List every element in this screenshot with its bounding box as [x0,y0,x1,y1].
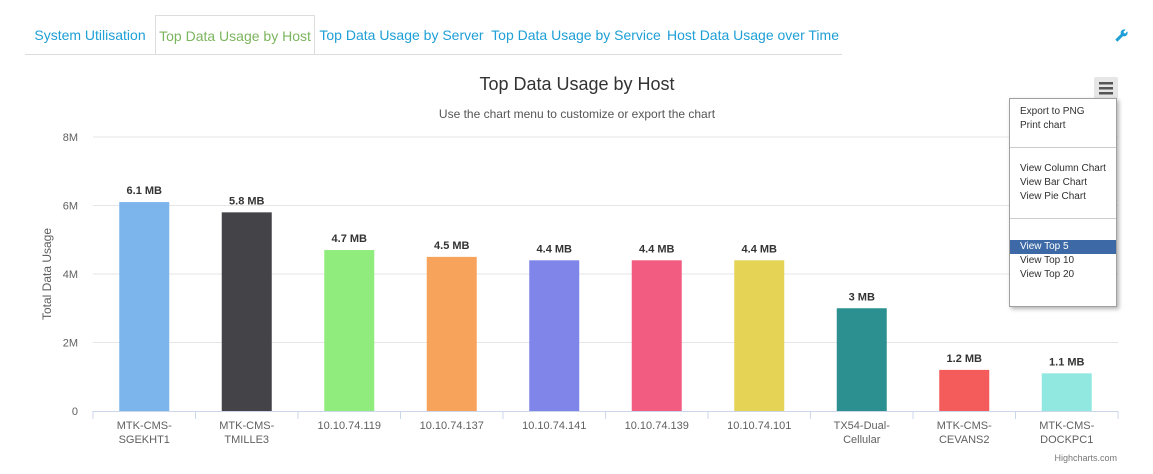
bar [426,256,477,411]
y-tick-label: 2M [63,338,78,350]
bar [221,212,272,411]
data-label: 4.4 MB [742,243,778,255]
x-tick-label: 10.10.74.101 [727,420,792,432]
bar [734,260,785,411]
data-label: 1.1 MB [1049,356,1085,368]
chart-title: Top Data Usage by Host [479,74,674,94]
x-tick-label: TX54-Dual-Cellular [833,420,890,446]
x-tick-label: MTK-CMS-TMILLE3 [219,420,275,446]
bar [836,308,887,411]
chart-subtitle: Use the chart menu to customize or expor… [439,107,716,121]
menu-separator [1010,218,1116,219]
menu-item[interactable]: View Bar Chart [1020,177,1088,188]
bar [939,369,990,411]
menu-item[interactable]: View Column Chart [1020,163,1106,174]
credits[interactable]: Highcharts.com [1054,453,1117,463]
data-label: 4.4 MB [639,243,675,255]
x-tick-label: MTK-CMS-DOCKPC1 [1039,420,1095,446]
menu-item[interactable]: Export to PNG [1020,106,1085,117]
menu-item-highlighted[interactable]: View Top 5 [1010,240,1116,254]
tab[interactable]: Host Data Usage over Time [667,27,839,43]
y-tick-label: 8M [63,132,78,144]
data-label: 4.5 MB [434,240,470,252]
settings-icon[interactable] [1114,28,1130,44]
x-tick-label: 10.10.74.139 [624,420,689,432]
x-tick-label: MTK-CMS-CEVANS2 [936,420,992,446]
data-label: 6.1 MB [127,185,163,197]
x-tick-label: 10.10.74.119 [317,420,381,432]
tab[interactable]: System Utilisation [34,27,146,43]
menu-item[interactable]: View Pie Chart [1020,191,1086,202]
bar [119,202,170,411]
menu-item[interactable]: View Top 20 [1020,269,1075,280]
bar [324,250,375,411]
menu-separator [1010,147,1116,148]
data-label: 3 MB [849,291,875,303]
bar [1041,373,1092,411]
y-tick-label: 0 [72,406,78,418]
menu-item[interactable]: View Top 10 [1020,255,1075,266]
tab-divider [25,54,842,55]
x-tick-label: 10.10.74.141 [522,420,587,432]
bar [529,260,580,411]
tab[interactable]: Top Data Usage by Service [491,27,661,43]
data-label: 4.4 MB [537,243,573,255]
tab[interactable]: Top Data Usage by Server [319,27,484,43]
data-label: 5.8 MB [229,195,265,207]
data-label: 1.2 MB [947,353,983,365]
y-tick-label: 4M [63,269,78,281]
chart-menu: Export to PNG Print chart View Column Char… [1009,98,1117,307]
x-tick-label: 10.10.74.137 [419,420,484,432]
menu-item[interactable]: Print chart [1020,120,1066,131]
data-label: 4.7 MB [332,233,368,245]
y-axis-title: Total Data Usage [40,228,54,320]
y-tick-label: 6M [63,201,78,213]
x-tick-label: MTK-CMS-SGEKHT1 [116,420,172,446]
bar [631,260,682,411]
menu-button[interactable] [1094,77,1118,99]
